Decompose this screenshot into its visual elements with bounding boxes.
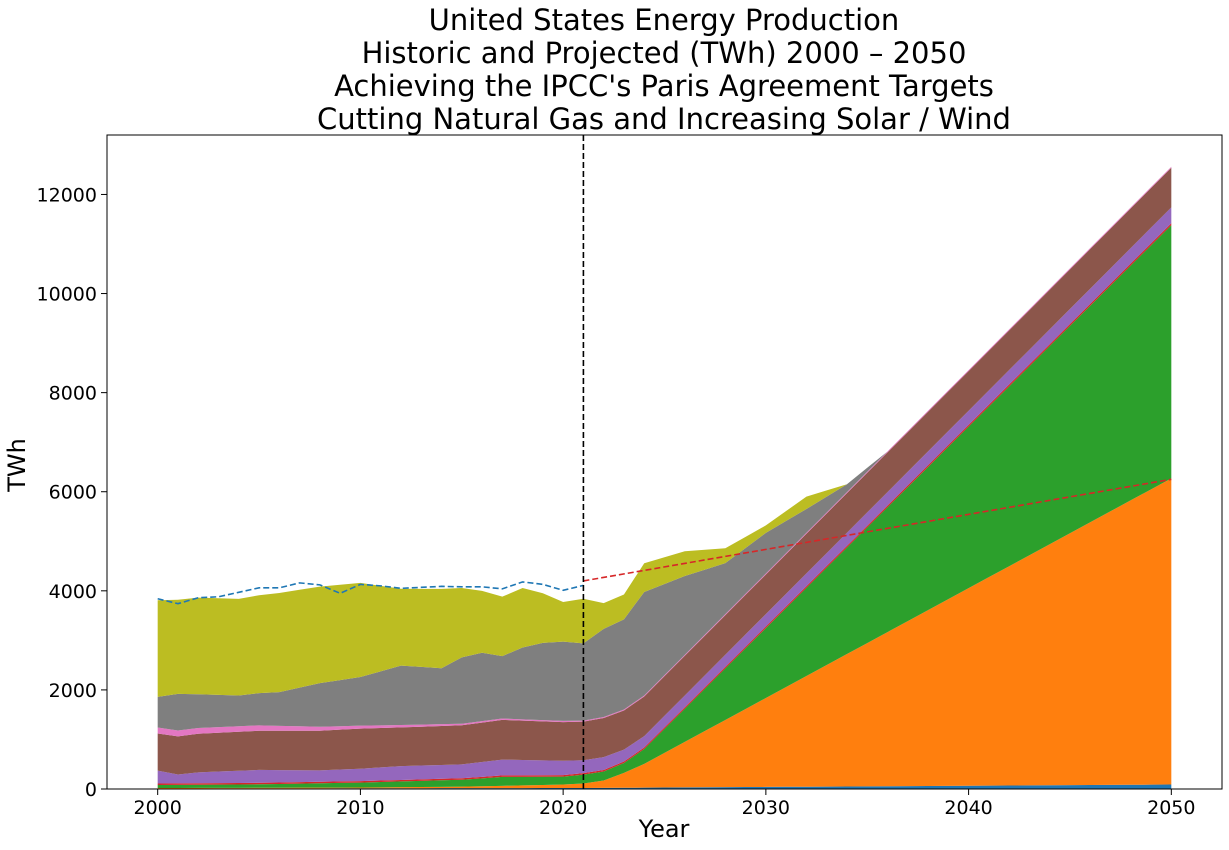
area-series-2 [157,478,1172,789]
area-series-1 [157,784,1172,789]
y-tick-label: 12000 [37,184,97,206]
y-axis-label: TWh [3,438,31,493]
area-series-3 [157,225,1172,789]
title-line-1: United States Energy Production [429,3,900,37]
y-tick-label: 0 [85,779,97,801]
y-tick-label: 8000 [49,383,97,405]
title-line-2: Historic and Projected (TWh) 2000 – 2050 [362,36,967,70]
axes: 2000 2010 2020 2030 2040 2050 0 2000 4000 6000 800… [37,184,1196,819]
y-tick-label: 6000 [49,482,97,504]
x-tick-label: 2040 [944,797,992,819]
y-tick-label: 2000 [49,680,97,702]
target-trend-line [583,478,1172,582]
x-tick-label: 2050 [1147,797,1195,819]
x-tick-label: 2010 [336,797,384,819]
x-axis-label: Year [638,815,690,843]
x-tick-label: 2000 [134,797,182,819]
title-line-3: Achieving the IPCC's Paris Agreement Tar… [334,69,994,103]
historic-total-line [157,581,584,605]
plot-frame [106,134,1223,790]
y-tick-label: 4000 [49,581,97,603]
chart-title: United States Energy Production Historic… [317,3,1011,136]
stacked-areas [157,166,1172,789]
x-tick-label: 2030 [742,797,790,819]
area-series-9 [157,166,1172,697]
x-tick-label: 2020 [539,797,587,819]
area-series-8 [157,166,1172,731]
title-line-4: Cutting Natural Gas and Increasing Solar… [317,102,1011,136]
y-tick-label: 10000 [37,284,97,306]
overlay-lines [157,135,1172,789]
